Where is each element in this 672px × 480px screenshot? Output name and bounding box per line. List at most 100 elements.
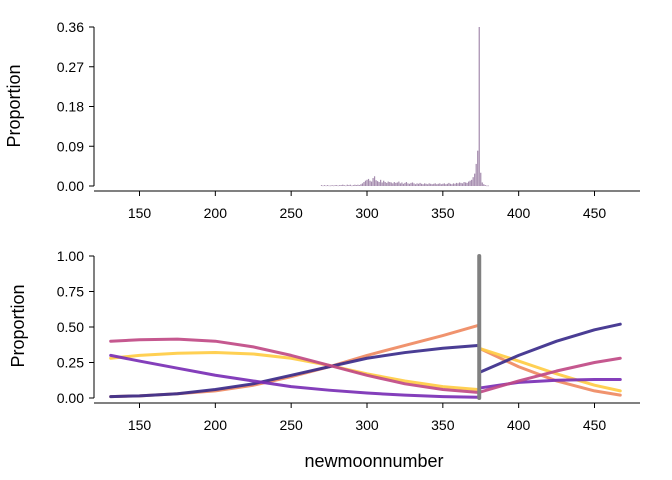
histogram-bar [442, 183, 444, 186]
top-y-tick-label: 0.27 [57, 59, 84, 75]
histogram-bar [427, 184, 429, 186]
top-y-tick-label: 0.18 [57, 99, 84, 115]
bottom-y-tick-label: 0.75 [57, 284, 84, 300]
histogram-bar [386, 182, 388, 186]
bottom-x-axis-label: newmoonnumber [304, 451, 443, 471]
bottom-y-tick-label: 1.00 [57, 248, 84, 264]
histogram-bar [395, 182, 397, 186]
histogram-bar [446, 183, 448, 186]
histogram-bar [422, 184, 424, 186]
histogram-bar [398, 181, 400, 186]
top-y-tick-label: 0.09 [57, 138, 84, 154]
histogram-bar [431, 184, 433, 186]
histogram-bar [333, 185, 335, 187]
bottom-x-tick-label: 450 [583, 417, 607, 433]
histogram-bar [378, 182, 380, 186]
histogram-bar [390, 182, 392, 186]
histogram-bar [354, 184, 356, 186]
histogram-bar [363, 182, 365, 186]
top-axes: 0.00 0.09 0.18 0.27 0.36 150 200 250 300 350 400 45… [57, 19, 640, 221]
series-line [109, 351, 480, 391]
line-panel: Proportion 0.00 0.25 0.50 0.75 1.00 150 200 250… [8, 248, 640, 471]
histogram-bar [377, 181, 379, 186]
series-lines [109, 254, 622, 400]
top-x-tick-label: 150 [128, 205, 152, 221]
histogram-bar [392, 183, 394, 186]
histogram-bar [461, 183, 464, 186]
histogram-bar [404, 182, 406, 186]
histogram-bar [383, 180, 385, 186]
histogram-bar [475, 163, 477, 186]
histogram-bar [373, 176, 376, 186]
histogram-bar [389, 182, 391, 186]
histogram-bar [454, 183, 456, 186]
histogram-bar [407, 183, 409, 186]
bottom-x-tick-label: 250 [279, 417, 303, 433]
histogram-panel: Proportion 0.00 0.09 0.18 0.27 0.36 150 200 250… [4, 19, 640, 221]
histogram-bar [328, 185, 330, 187]
top-x-tick-label: 450 [583, 205, 607, 221]
histogram-bar [419, 182, 421, 186]
histogram-bar [342, 184, 344, 186]
histogram-bar [352, 185, 354, 186]
top-x-tick-label: 200 [204, 205, 228, 221]
histogram-bar [437, 183, 439, 186]
histogram-bar [349, 184, 351, 186]
histogram-bar [477, 150, 479, 186]
histogram-bar [336, 185, 338, 186]
top-y-tick-label: 0.00 [57, 178, 84, 194]
histogram-bar [458, 182, 461, 186]
histogram-bar [348, 185, 350, 186]
bottom-x-tick-label: 200 [204, 417, 228, 433]
top-x-tick-label: 250 [279, 205, 303, 221]
histogram-bar [440, 184, 442, 186]
histogram-bar [345, 185, 347, 187]
series-line [477, 346, 622, 393]
histogram-bar [323, 185, 326, 186]
histogram-bar [487, 185, 489, 187]
histogram-bar [387, 181, 389, 186]
histogram-bar [326, 185, 329, 186]
series-line [477, 322, 622, 374]
bottom-x-tick-label: 150 [128, 417, 152, 433]
histogram-bar [370, 181, 373, 186]
histogram-bar [367, 178, 370, 186]
histogram-bar [457, 183, 459, 186]
histogram-bar [396, 182, 398, 186]
histogram-bar [411, 182, 414, 186]
histogram-bar [433, 183, 435, 186]
histogram-bar [351, 185, 353, 187]
series-line [109, 353, 480, 399]
top-x-tick-label: 350 [431, 205, 455, 221]
top-y-axis-label: Proportion [4, 64, 24, 147]
histogram-bar [471, 179, 473, 186]
histogram-bar [428, 183, 430, 186]
histogram-bar [483, 184, 485, 186]
histogram-bar [451, 184, 453, 186]
histogram-bars [320, 27, 489, 187]
histogram-bar [478, 27, 480, 186]
histogram-bar [360, 184, 362, 186]
histogram-bar [464, 182, 467, 186]
bottom-y-axis-label: Proportion [8, 284, 28, 367]
bottom-x-tick-label: 300 [355, 417, 379, 433]
histogram-bar [357, 184, 359, 186]
histogram-bar [460, 182, 462, 186]
histogram-bar [358, 185, 361, 186]
histogram-bar [439, 183, 441, 186]
bottom-y-tick-label: 0.00 [57, 390, 84, 406]
histogram-bar [472, 177, 474, 186]
histogram-bar [434, 183, 436, 186]
histogram-bar [443, 183, 445, 186]
histogram-bar [481, 182, 483, 186]
bottom-y-tick-label: 0.50 [57, 319, 84, 335]
histogram-bar [325, 185, 327, 187]
histogram-bar [329, 185, 332, 187]
top-x-tick-label: 300 [355, 205, 379, 221]
bottom-x-tick-label: 350 [431, 417, 455, 433]
histogram-bar [455, 182, 458, 186]
histogram-bar [372, 178, 374, 186]
histogram-bar [343, 185, 345, 186]
histogram-bar [425, 183, 427, 186]
histogram-bar [436, 184, 438, 186]
